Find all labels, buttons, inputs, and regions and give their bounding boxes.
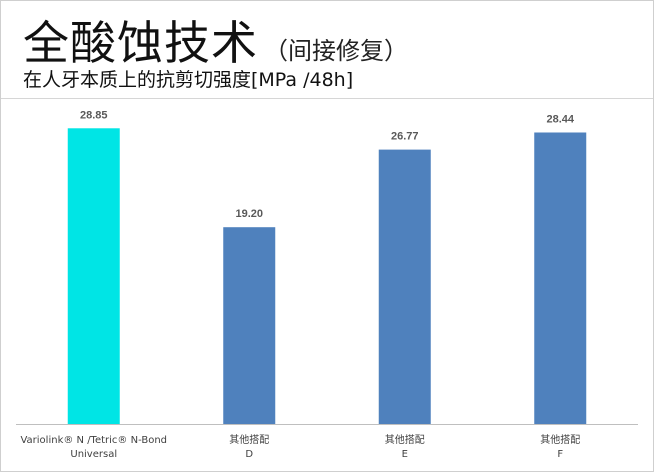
category-label-3: 其他搭配 F	[540, 433, 580, 460]
category-label-0: Variolink® N /Tetric® N-Bond Universal	[20, 435, 167, 460]
title-row: 全酸蚀技术 （间接修复）	[23, 7, 408, 73]
bar-1	[223, 227, 276, 424]
category-label-1: 其他搭配 D	[229, 433, 269, 460]
category-label-2: 其他搭配 E	[385, 433, 425, 460]
data-label-1: 19.20	[235, 208, 263, 220]
bar-3	[534, 132, 587, 425]
data-label-2: 26.77	[391, 131, 419, 143]
bar-0	[67, 128, 120, 424]
header-divider	[1, 98, 653, 99]
page-title-note: （间接修复）	[264, 37, 408, 65]
chart-subtitle: 在人牙本质上的抗剪切强度[MPa /48h]	[23, 69, 354, 91]
data-label-0: 28.85	[80, 109, 108, 121]
data-label-3: 28.44	[546, 113, 574, 125]
page-title: 全酸蚀技术	[23, 16, 258, 70]
bar-2	[378, 149, 431, 425]
